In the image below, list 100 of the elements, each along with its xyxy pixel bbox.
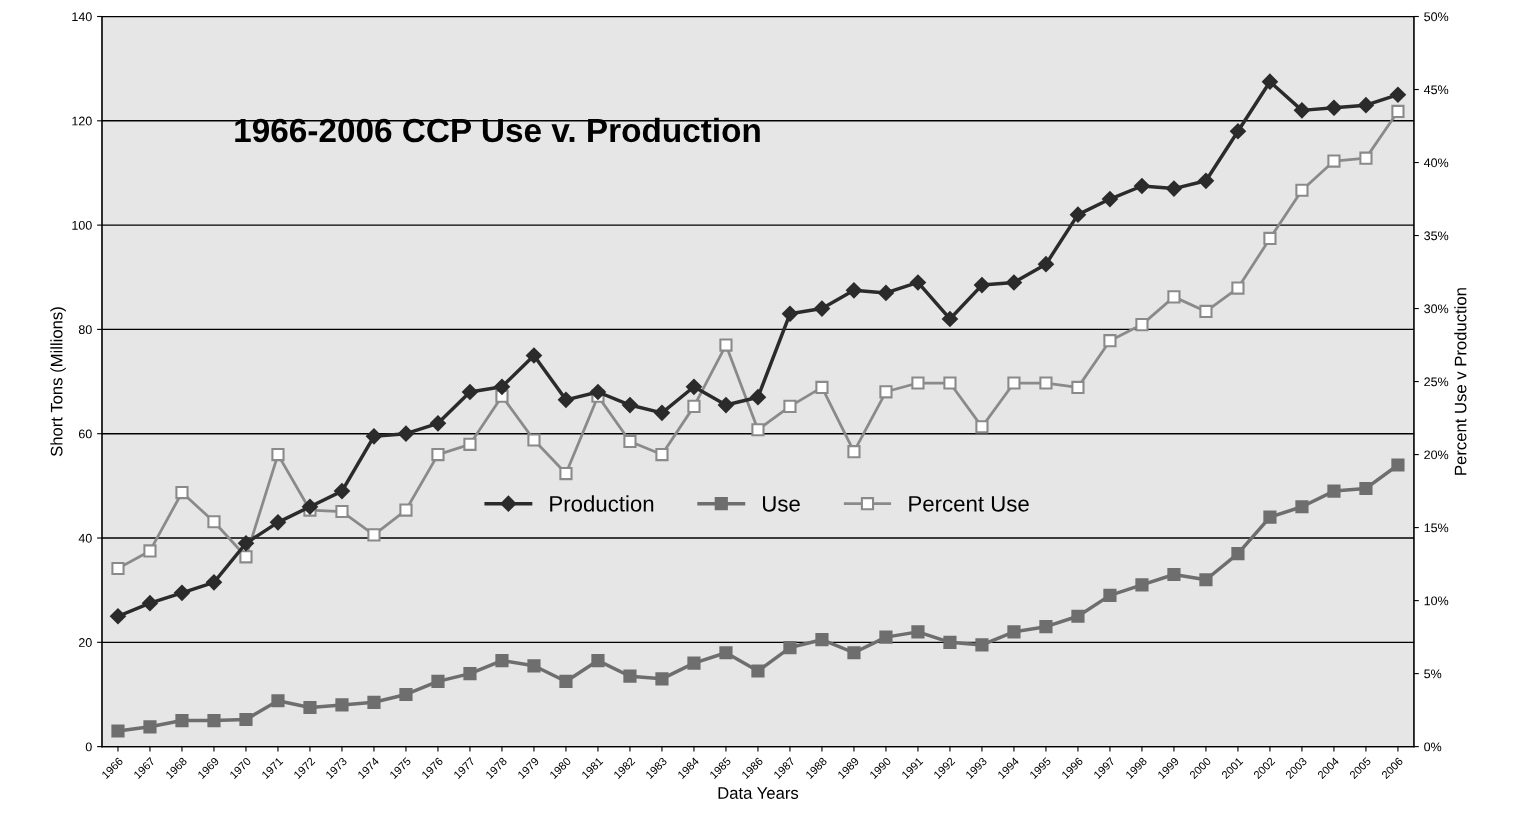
point (462, 384, 478, 400)
y2-tick-label: 35% (1424, 231, 1449, 241)
point (1135, 578, 1149, 592)
point (1359, 151, 1373, 165)
point (1295, 500, 1309, 514)
point (974, 277, 990, 293)
point (1070, 206, 1086, 223)
point (143, 544, 157, 558)
point (1391, 458, 1405, 472)
y-tick-label: 80 (78, 325, 92, 335)
y-tick-label: 120 (72, 116, 92, 126)
point (1390, 86, 1406, 103)
point (623, 669, 637, 683)
y2-tick-label: 0% (1424, 742, 1442, 752)
point (1103, 588, 1117, 602)
point (110, 608, 126, 625)
point (911, 376, 925, 390)
point (1359, 481, 1373, 496)
point (1327, 154, 1341, 168)
y-tick-label: 20 (78, 638, 92, 647)
point (366, 428, 382, 445)
point (559, 466, 573, 481)
y2-tick-label: 50% (1424, 12, 1449, 22)
point (1007, 625, 1021, 639)
point (558, 391, 574, 408)
point (751, 423, 765, 437)
point (527, 433, 541, 447)
point (174, 584, 190, 601)
y2-tick-label: 20% (1424, 450, 1449, 460)
point (942, 311, 958, 327)
point (495, 653, 509, 668)
y2-tick-label: 25% (1424, 377, 1449, 387)
point (1262, 73, 1278, 90)
legend-label: Use (763, 496, 800, 512)
point (654, 404, 670, 421)
point (302, 498, 318, 515)
point (623, 434, 637, 449)
x-axis-title: Data Years (718, 787, 799, 799)
point (719, 646, 733, 660)
point (879, 630, 893, 644)
point (270, 514, 286, 531)
y-tick-label: 140 (72, 12, 92, 22)
point (846, 282, 862, 299)
point (1007, 376, 1021, 390)
point (142, 595, 158, 612)
point (814, 300, 830, 317)
point (1231, 547, 1245, 561)
point (526, 347, 542, 364)
point (238, 535, 254, 552)
point (1230, 123, 1246, 140)
point (783, 399, 797, 413)
point (1231, 281, 1245, 295)
point (1039, 376, 1053, 390)
point (334, 483, 350, 499)
point (1039, 620, 1053, 634)
point (1326, 99, 1342, 116)
y2-tick-label: 40% (1423, 158, 1449, 168)
point (975, 420, 989, 434)
point (335, 504, 349, 519)
point (847, 646, 861, 660)
point (687, 656, 701, 670)
y-tick-label: 0 (85, 742, 92, 752)
point (686, 378, 702, 395)
point (431, 674, 445, 689)
y2-tick-label: 10% (1424, 596, 1449, 606)
point (1199, 304, 1213, 319)
point (1135, 318, 1149, 332)
point (1167, 567, 1181, 582)
point (591, 653, 605, 668)
point (335, 698, 349, 712)
point (1102, 191, 1118, 207)
point (815, 633, 829, 647)
y2-tick-label: 15% (1424, 523, 1449, 533)
point (207, 515, 221, 529)
point (1294, 102, 1310, 119)
legend-label: Production (550, 495, 654, 512)
point (206, 574, 222, 591)
point (1391, 104, 1405, 119)
point (1199, 573, 1213, 587)
point (1134, 178, 1150, 194)
point (398, 425, 414, 442)
legend-label: Percent Use (909, 496, 1029, 512)
point (399, 687, 413, 702)
point (1166, 180, 1182, 197)
point (239, 550, 253, 564)
point (463, 667, 477, 681)
point (303, 700, 317, 715)
y-tick-label: 60 (78, 429, 92, 439)
point (655, 672, 669, 686)
point (239, 712, 253, 727)
point (943, 376, 957, 390)
point (1295, 183, 1309, 197)
point (1263, 510, 1277, 524)
point (271, 694, 285, 708)
point (847, 445, 861, 459)
y2-axis-title: Percent Use v Production (1454, 288, 1467, 475)
y2-tick-label: 5% (1424, 669, 1442, 679)
point (622, 397, 638, 413)
point (1263, 231, 1277, 246)
y2-tick-label: 30% (1424, 304, 1449, 314)
